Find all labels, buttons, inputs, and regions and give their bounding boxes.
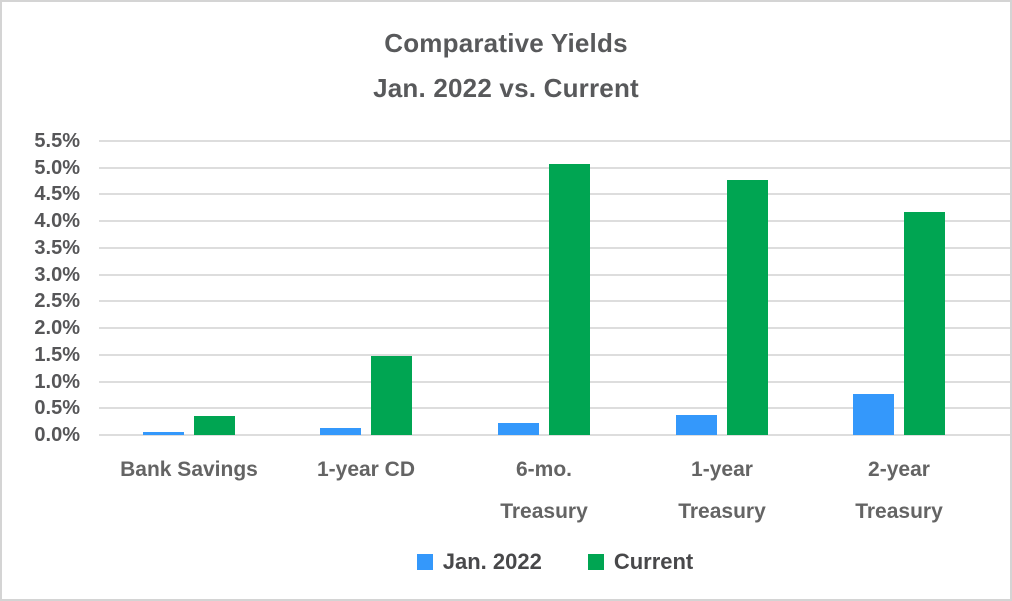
gridline <box>99 434 1010 436</box>
bar <box>904 212 945 435</box>
x-axis-category-label: 2-year Treasury <box>855 458 943 523</box>
y-axis-tick-label: 5.0% <box>34 157 80 179</box>
y-axis-tick-label: 5.5% <box>34 130 80 152</box>
legend: Jan. 2022 Current <box>99 549 1010 575</box>
bar <box>727 180 768 435</box>
y-axis-tick-label: 3.0% <box>34 264 80 286</box>
y-axis-tick-label: 2.0% <box>34 317 80 339</box>
bar <box>853 394 894 435</box>
y-axis-tick-label: 1.5% <box>34 344 80 366</box>
legend-item: Jan. 2022 <box>416 549 542 575</box>
chart-title: Comparative Yields <box>384 28 628 58</box>
bar <box>194 416 235 435</box>
x-axis-category-label: 6-mo. Treasury <box>500 458 588 523</box>
y-axis-tick-label: 1.0% <box>34 371 80 393</box>
y-axis-tick-label: 0.0% <box>34 424 80 446</box>
legend-swatch <box>587 554 604 570</box>
bar <box>143 432 184 435</box>
bar <box>549 164 590 435</box>
x-axis-category-label: 1-year CD <box>316 458 416 481</box>
legend-item: Current <box>587 549 694 575</box>
y-axis-tick-label: 3.5% <box>34 237 80 259</box>
legend-label: Current <box>613 549 694 574</box>
legend-swatch <box>416 554 433 570</box>
x-axis-category-label: 1-year Treasury <box>678 458 766 523</box>
y-axis-tick-label: 4.5% <box>34 183 80 205</box>
bar <box>498 423 539 435</box>
bar <box>371 356 412 435</box>
bar <box>676 415 717 435</box>
plot-area <box>99 140 1010 436</box>
gridline <box>99 140 1010 142</box>
legend-label: Jan. 2022 <box>442 549 542 574</box>
bar <box>320 428 361 435</box>
chart-subtitle: Jan. 2022 vs. Current <box>373 73 639 103</box>
y-axis-tick-label: 2.5% <box>34 290 80 312</box>
y-axis-tick-label: 0.5% <box>34 397 80 419</box>
x-axis-category-label: Bank Savings <box>120 458 258 481</box>
y-axis-tick-label: 4.0% <box>34 210 80 232</box>
